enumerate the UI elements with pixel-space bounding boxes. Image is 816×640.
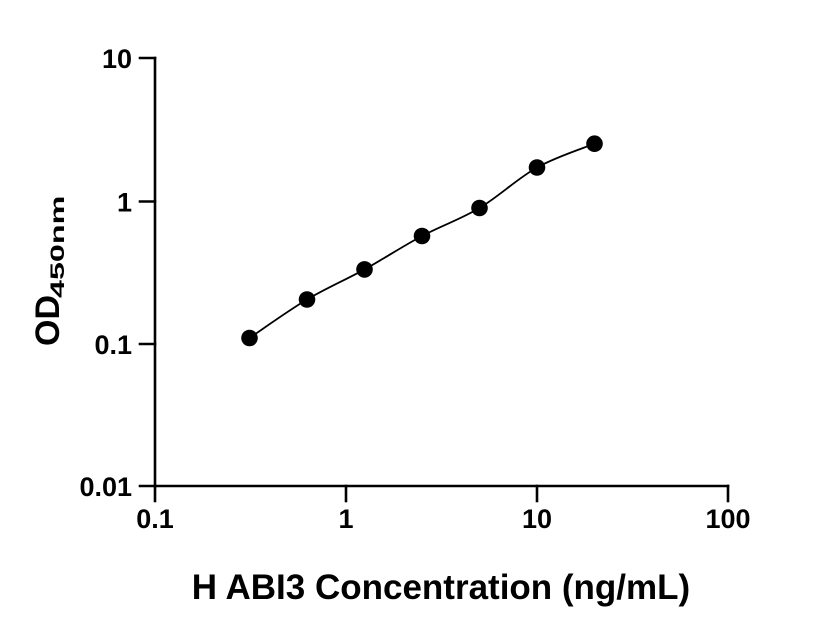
svg-text:0.1: 0.1 [94,330,132,360]
svg-text:1: 1 [338,504,353,534]
svg-text:0.1: 0.1 [136,504,174,534]
svg-text:450nm: 450nm [47,196,69,298]
svg-text:10: 10 [522,504,552,534]
svg-text:1: 1 [117,188,132,218]
svg-text:100: 100 [705,504,750,534]
svg-text:10: 10 [102,44,132,74]
svg-text:OD: OD [29,295,67,346]
svg-text:0.01: 0.01 [79,472,132,502]
svg-text:H ABI3 Concentration (ng/mL): H ABI3 Concentration (ng/mL) [192,568,690,607]
